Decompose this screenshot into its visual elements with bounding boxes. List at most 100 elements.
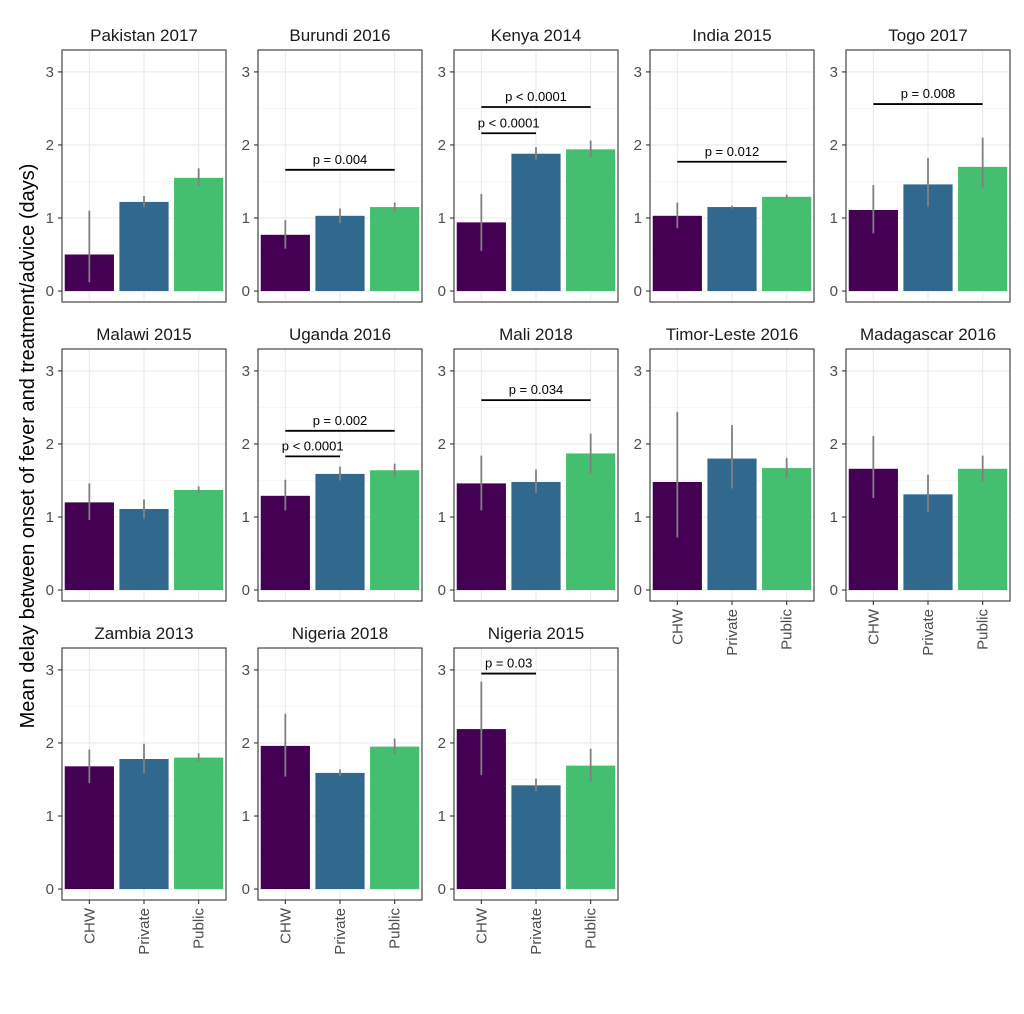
significance-label: p = 0.004	[313, 152, 368, 167]
panel-zambia-2013: Zambia 2013 0 1 2 3 CHW Private Public	[46, 624, 227, 955]
panel-malawi-2015: Malawi 2015 0 1 2 3	[46, 325, 227, 602]
y-tick-label: 0	[830, 582, 838, 599]
y-tick-label: 0	[830, 283, 838, 300]
y-tick-label: 0	[242, 582, 250, 599]
panel-nigeria-2018: Nigeria 2018 0 1 2 3 CHW Private Public	[242, 624, 423, 955]
y-tick-label: 2	[438, 735, 446, 752]
bar-public	[174, 489, 224, 591]
y-tick-label: 2	[242, 137, 250, 154]
panel-title: Nigeria 2018	[292, 624, 388, 643]
panel-border	[649, 49, 815, 303]
y-tick-label: 3	[634, 363, 642, 380]
x-category-label: Private	[528, 908, 545, 955]
bar-public	[370, 470, 420, 591]
significance-label: p = 0.03	[485, 656, 532, 671]
y-tick-label: 2	[46, 436, 54, 453]
panel-title: Pakistan 2017	[90, 26, 198, 45]
panel-nigeria-2015: Nigeria 2015 p = 0.03 0 1 2 3 CHW Private Public	[438, 624, 619, 955]
y-tick-label: 2	[46, 735, 54, 752]
y-tick-label: 0	[46, 582, 54, 599]
panel-title: Nigeria 2015	[488, 624, 584, 643]
y-tick-label: 2	[830, 436, 838, 453]
panel-uganda-2016: Uganda 2016 p < 0.0001 p = 0.002 0 1 2 3	[242, 325, 423, 602]
panel-title: Timor-Leste 2016	[666, 325, 799, 344]
y-tick-label: 3	[46, 662, 54, 679]
y-tick-label: 3	[438, 662, 446, 679]
panel-india-2015: India 2015 p = 0.012 0 1 2 3	[634, 26, 815, 303]
bar-public	[958, 468, 1008, 591]
panel-border	[257, 348, 423, 602]
y-tick-label: 3	[438, 363, 446, 380]
panel-title: Malawi 2015	[96, 325, 191, 344]
x-category-label: CHW	[865, 608, 882, 645]
y-tick-label: 0	[438, 283, 446, 300]
y-tick-label: 2	[634, 137, 642, 154]
y-tick-label: 3	[830, 363, 838, 380]
panel-burundi-2016: Burundi 2016 p = 0.004 0 1 2 3	[242, 26, 423, 303]
bar-chw	[64, 766, 114, 890]
significance-label: p = 0.034	[509, 382, 564, 397]
bar-private	[315, 215, 365, 292]
x-category-label: Public	[975, 609, 992, 650]
y-tick-label: 0	[242, 881, 250, 898]
bar-public	[566, 149, 616, 292]
bar-public	[762, 468, 812, 591]
y-tick-label: 1	[438, 808, 446, 825]
significance-label: p = 0.002	[313, 413, 368, 428]
panel-mali-2018: Mali 2018 p = 0.034 0 1 2 3	[438, 325, 619, 602]
bar-private	[119, 201, 169, 292]
y-tick-label: 1	[242, 210, 250, 227]
y-tick-label: 3	[438, 64, 446, 81]
y-tick-label: 2	[830, 137, 838, 154]
panel-timor-leste-2016: Timor-Leste 2016 0 1 2 3 CHW Private Public	[634, 325, 815, 656]
panel-title: Uganda 2016	[289, 325, 391, 344]
significance-label: p = 0.008	[901, 86, 956, 101]
panel-border	[453, 49, 619, 303]
y-tick-label: 2	[242, 436, 250, 453]
panel-title: Madagascar 2016	[860, 325, 996, 344]
x-category-label: Public	[387, 908, 404, 949]
bar-private	[511, 481, 561, 591]
y-tick-label: 2	[438, 137, 446, 154]
panel-border	[453, 348, 619, 602]
x-category-label: Private	[332, 908, 349, 955]
bar-public	[762, 196, 812, 292]
y-axis-title: Mean delay between onset of fever and tr…	[17, 164, 39, 729]
bar-private	[315, 473, 365, 591]
y-tick-label: 1	[438, 210, 446, 227]
bar-private	[119, 508, 169, 591]
y-tick-label: 3	[242, 64, 250, 81]
bar-private	[119, 759, 169, 890]
significance-label: p < 0.0001	[478, 115, 540, 130]
x-category-label: CHW	[277, 907, 294, 944]
panel-border	[845, 49, 1011, 303]
y-tick-label: 1	[830, 210, 838, 227]
bar-chw	[652, 215, 702, 292]
panel-title: Kenya 2014	[491, 26, 582, 45]
panel-madagascar-2016: Madagascar 2016 0 1 2 3 CHW Private Public	[830, 325, 1011, 656]
y-tick-label: 1	[634, 509, 642, 526]
panel-title: Burundi 2016	[289, 26, 390, 45]
panel-border	[61, 348, 227, 602]
bar-private	[511, 153, 561, 292]
bar-public	[566, 765, 616, 890]
panel-title: Togo 2017	[888, 26, 967, 45]
panel-pakistan-2017: Pakistan 2017 0 1 2 3	[46, 26, 227, 303]
y-tick-label: 3	[46, 363, 54, 380]
panel-kenya-2014: Kenya 2014 p < 0.0001 p < 0.0001 0 1 2 3	[438, 26, 619, 303]
y-tick-label: 1	[46, 210, 54, 227]
chart-panels: Pakistan 2017 0 1 2 3 Burundi 2016 p = 0.004 0 1…	[46, 26, 1011, 955]
y-tick-label: 2	[634, 436, 642, 453]
y-tick-label: 1	[830, 509, 838, 526]
y-tick-label: 1	[438, 509, 446, 526]
y-tick-label: 2	[242, 735, 250, 752]
y-tick-label: 3	[46, 64, 54, 81]
significance-label: p < 0.0001	[282, 438, 344, 453]
y-tick-label: 0	[438, 881, 446, 898]
bar-public	[174, 177, 224, 292]
significance-label: p = 0.012	[705, 144, 760, 159]
x-category-label: CHW	[669, 608, 686, 645]
bar-private	[315, 772, 365, 890]
y-tick-label: 1	[242, 808, 250, 825]
